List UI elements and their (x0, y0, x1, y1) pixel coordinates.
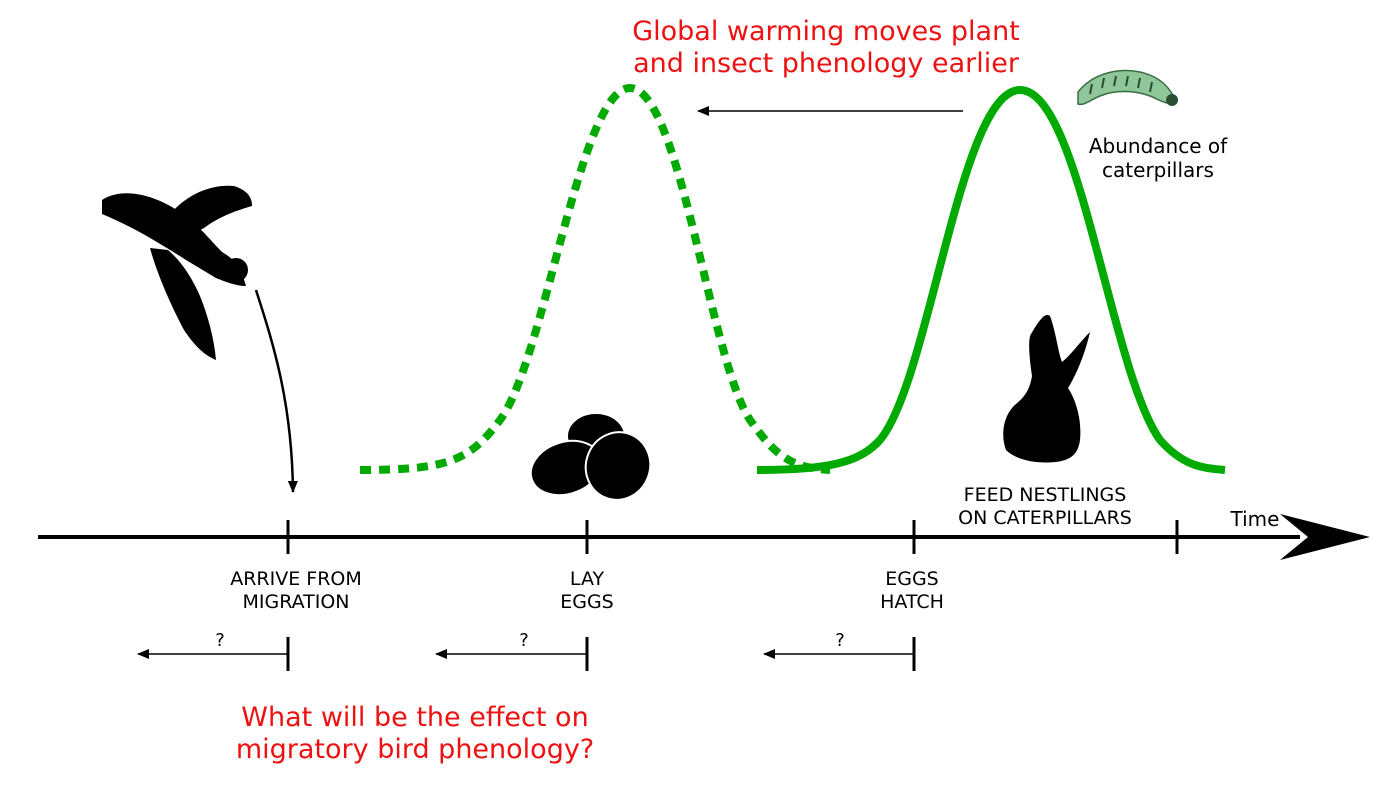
flying-bird-icon (102, 185, 252, 360)
warming-title: Global warming moves plant and insect ph… (600, 16, 1052, 81)
nestling-icon (1003, 314, 1090, 463)
caterpillar-icon (1077, 69, 1178, 106)
event-arrive-line1: ARRIVE FROM (230, 568, 362, 590)
question-line2: migratory bird phenology? (235, 734, 595, 766)
event-hatch-line2: HATCH (880, 590, 944, 613)
current-caterpillar-curve (756, 85, 1226, 474)
event-arrive-line2: MIGRATION (242, 590, 350, 613)
time-axis-arrowhead (1280, 514, 1370, 560)
event-lay-line2: EGGS (560, 590, 614, 613)
caterpillar-label-line2: caterpillars (1102, 158, 1214, 182)
warming-title-line1: Global warming moves plant (632, 16, 1020, 47)
future-caterpillar-curve (359, 83, 831, 474)
event-lay-label: LAY EGGS (527, 568, 647, 614)
warming-title-line2: and insect phenology earlier (633, 48, 1019, 80)
feed-nestlings-label: FEED NESTLINGS ON CATERPILLARS (935, 484, 1155, 530)
time-axis-label: Time (1230, 507, 1280, 531)
feed-label-line2: ON CATERPILLARS (958, 506, 1132, 529)
event-lay-line1: LAY (569, 568, 605, 590)
caterpillar-label-line1: Abundance of (1088, 134, 1228, 158)
event-arrive-label: ARRIVE FROM MIGRATION (196, 568, 396, 614)
bird-phenology-question: What will be the effect on migratory bir… (190, 702, 640, 767)
migration-arrow (254, 289, 298, 493)
shift-mark-arrive: ? (215, 630, 225, 651)
feed-label-line1: FEED NESTLINGS (963, 484, 1127, 506)
event-hatch-line1: EGGS (885, 568, 939, 590)
caterpillar-label: Abundance of caterpillars (1070, 134, 1246, 182)
shift-mark-lay: ? (519, 630, 529, 651)
shift-mark-hatch: ? (835, 630, 845, 651)
event-hatch-label: EGGS HATCH (852, 568, 972, 614)
question-line1: What will be the effect on (241, 702, 589, 733)
eggs-icon (529, 414, 652, 501)
